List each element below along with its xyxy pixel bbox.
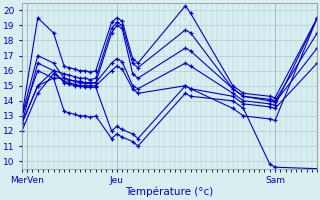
X-axis label: Température (°c): Température (°c) [125, 187, 214, 197]
